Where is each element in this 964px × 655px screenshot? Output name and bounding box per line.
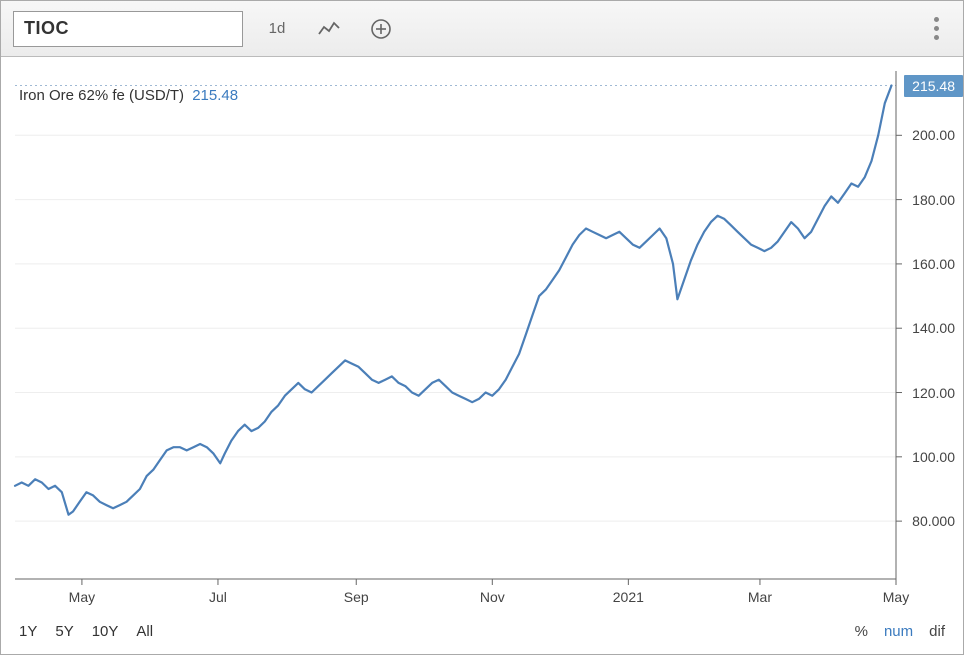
series-label: Iron Ore 62% fe (USD/T) 215.48 bbox=[19, 87, 238, 104]
x-tick-label: Jul bbox=[209, 589, 227, 605]
y-tick-label: 200.00 bbox=[912, 127, 955, 143]
interval-button[interactable]: 1d bbox=[259, 11, 295, 47]
y-tick-label: 80.000 bbox=[912, 513, 955, 529]
x-tick-label: May bbox=[69, 589, 95, 605]
range-button-5y[interactable]: 5Y bbox=[55, 623, 73, 640]
mode-button-dif[interactable]: dif bbox=[929, 623, 945, 640]
kebab-dot-icon bbox=[934, 17, 939, 22]
kebab-dot-icon bbox=[934, 26, 939, 31]
price-flag: 215.48 bbox=[904, 75, 963, 97]
ticker-input[interactable] bbox=[13, 11, 243, 47]
mode-button-num[interactable]: num bbox=[884, 623, 913, 640]
chart-container: 1d Iron Ore 62% fe (USD/T) 215.48 215.48… bbox=[0, 0, 964, 655]
series-value: 215.48 bbox=[192, 87, 238, 104]
mode-buttons: % numdif bbox=[855, 623, 945, 640]
y-tick-label: 120.00 bbox=[912, 385, 955, 401]
x-tick-label: Nov bbox=[480, 589, 505, 605]
y-tick-label: 140.00 bbox=[912, 320, 955, 336]
chart-area[interactable]: Iron Ore 62% fe (USD/T) 215.48 215.48 80… bbox=[1, 57, 963, 614]
x-tick-label: Mar bbox=[748, 589, 772, 605]
price-chart bbox=[1, 57, 963, 614]
range-button-1y[interactable]: 1Y bbox=[19, 623, 37, 640]
kebab-dot-icon bbox=[934, 35, 939, 40]
toolbar: 1d bbox=[1, 1, 963, 57]
plus-circle-icon bbox=[370, 18, 392, 40]
x-tick-label: Sep bbox=[344, 589, 369, 605]
mode-button-pct[interactable]: % bbox=[855, 623, 868, 640]
add-button[interactable] bbox=[363, 11, 399, 47]
y-tick-label: 100.00 bbox=[912, 449, 955, 465]
more-menu-button[interactable] bbox=[921, 11, 951, 47]
range-buttons: 1Y 5Y 10Y All bbox=[19, 623, 153, 640]
y-tick-label: 160.00 bbox=[912, 256, 955, 272]
range-button-10y[interactable]: 10Y bbox=[92, 623, 119, 640]
series-name: Iron Ore 62% fe (USD/T) bbox=[19, 87, 184, 104]
range-button-all[interactable]: All bbox=[136, 623, 153, 640]
x-tick-label: May bbox=[883, 589, 909, 605]
chart-type-button[interactable] bbox=[311, 11, 347, 47]
x-tick-label: 2021 bbox=[613, 589, 644, 605]
footer: 1Y 5Y 10Y All % numdif bbox=[1, 614, 963, 654]
line-style-icon bbox=[318, 21, 340, 37]
y-tick-label: 180.00 bbox=[912, 192, 955, 208]
